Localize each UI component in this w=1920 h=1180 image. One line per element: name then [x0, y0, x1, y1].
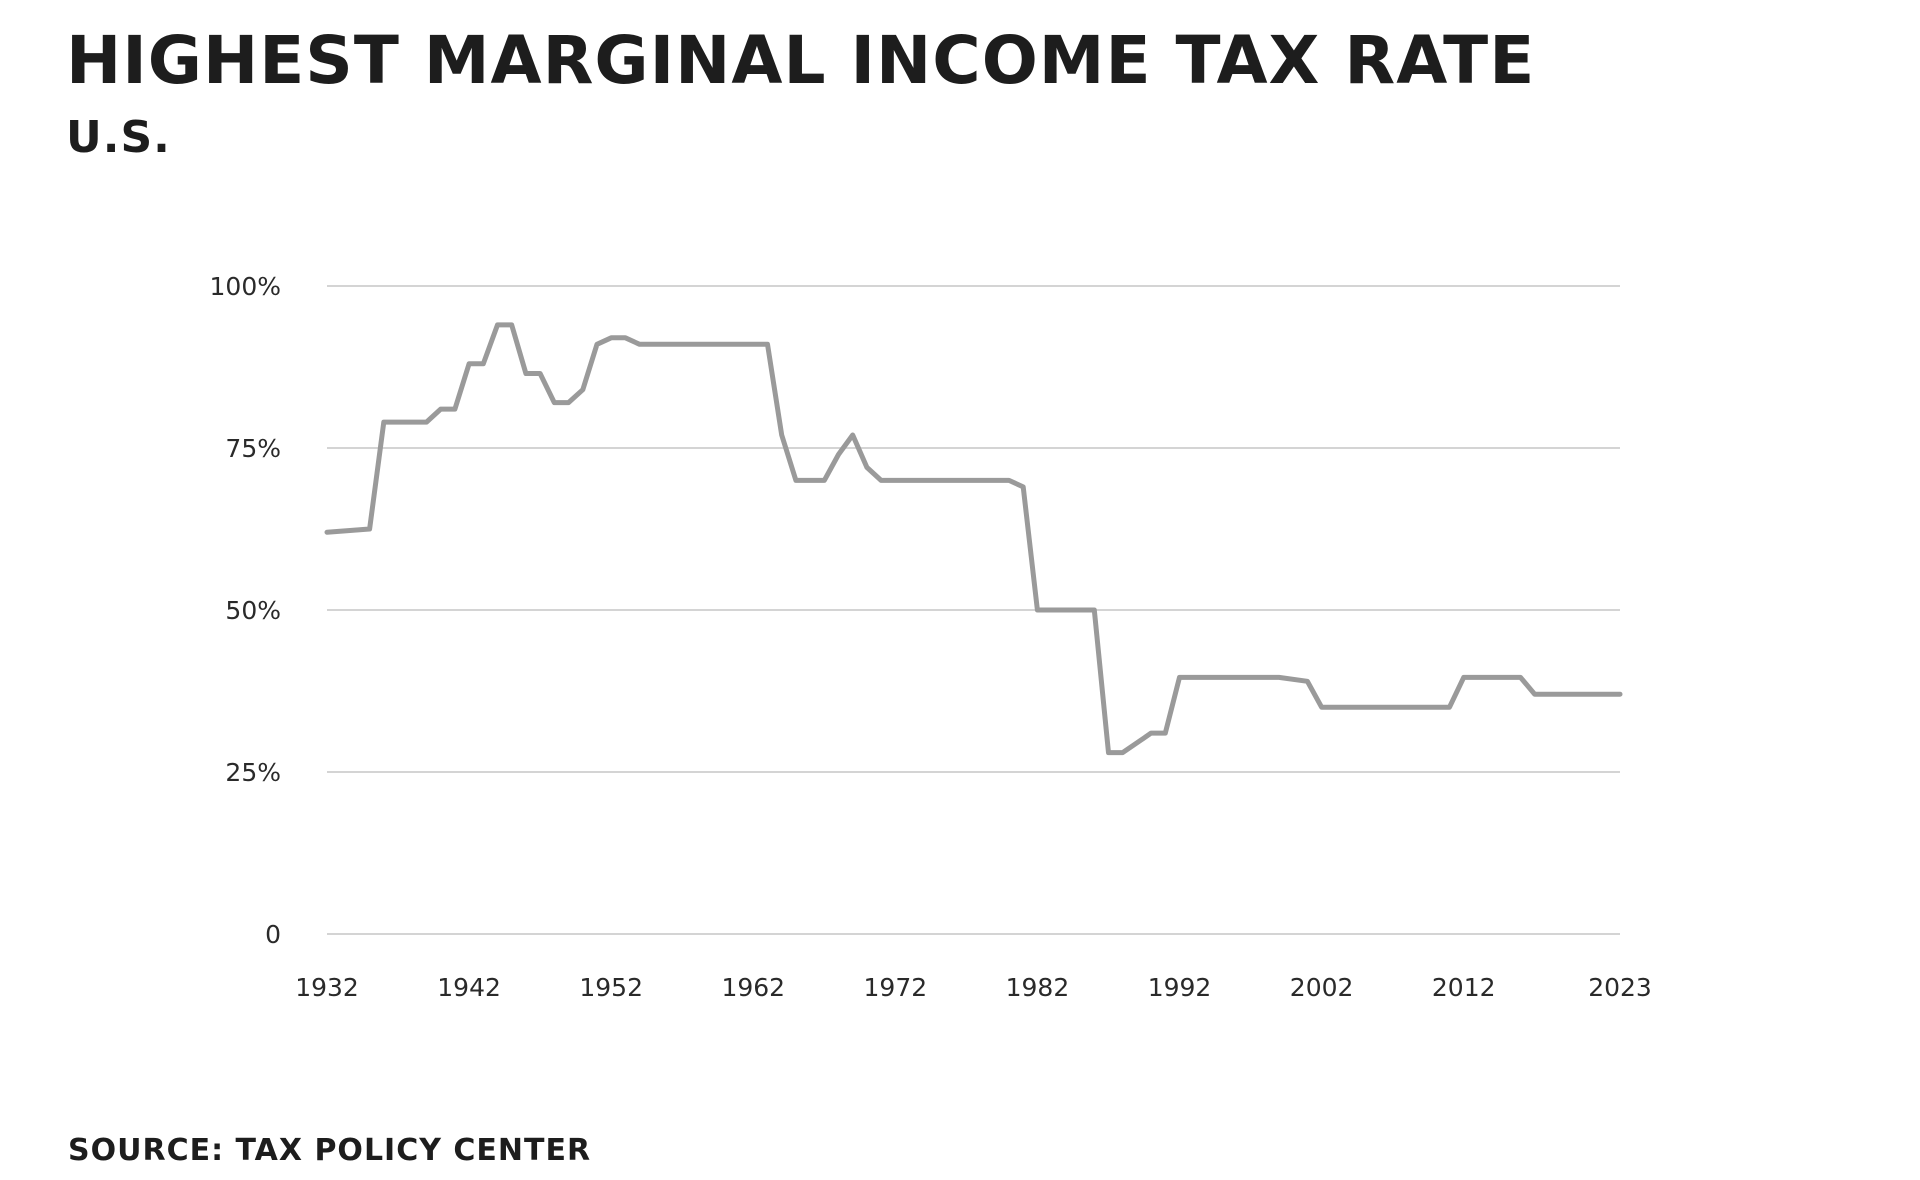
chart-title: HIGHEST MARGINAL INCOME TAX RATE	[66, 22, 1536, 99]
y-tick-label: 50%	[225, 596, 281, 625]
y-tick-label: 100%	[210, 272, 281, 301]
y-axis-tick-labels: 0 25% 50% 75% 100%	[210, 272, 281, 949]
series-line-top-tax-rate	[324, 322, 1623, 756]
grid-lines	[327, 285, 1620, 935]
x-tick-label: 2012	[1432, 973, 1496, 1002]
source-note: SOURCE: TAX POLICY CENTER	[68, 1133, 592, 1168]
x-tick-label: 2023	[1588, 973, 1652, 1002]
y-tick-label: 75%	[225, 434, 281, 463]
x-tick-label: 1972	[864, 973, 928, 1002]
x-tick-label: 1992	[1148, 973, 1212, 1002]
x-tick-label: 1942	[437, 973, 501, 1002]
y-tick-label: 25%	[225, 758, 281, 787]
x-tick-label: 1962	[721, 973, 785, 1002]
x-tick-label: 2002	[1290, 973, 1354, 1002]
chart-subtitle: U.S.	[66, 112, 171, 163]
x-tick-label: 1982	[1006, 973, 1070, 1002]
y-tick-label: 0	[265, 920, 281, 949]
x-axis-tick-labels: 1932 1942 1952 1962 1972 1982 1992 2002 2012 2023	[295, 973, 1652, 1002]
x-tick-label: 1932	[295, 973, 359, 1002]
x-tick-label: 1952	[579, 973, 643, 1002]
